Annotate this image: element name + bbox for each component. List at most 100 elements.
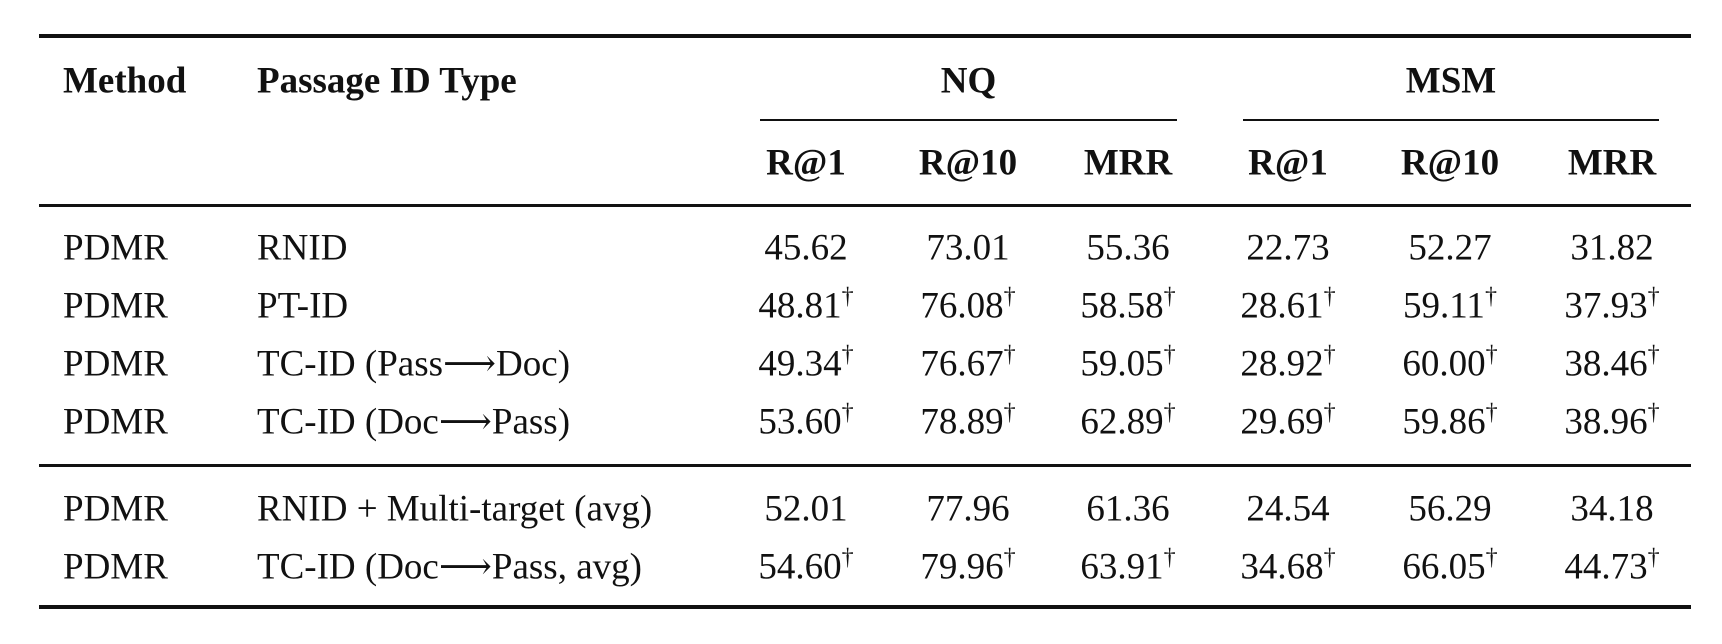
- value-cell: 34.18: [1570, 491, 1653, 528]
- significance-mark: †: [1647, 341, 1660, 368]
- value: 63.91: [1080, 546, 1164, 588]
- value: 62.89: [1080, 401, 1164, 443]
- value: 52.01: [764, 488, 848, 530]
- significance-mark: †: [1163, 544, 1176, 571]
- value: 37.93: [1564, 285, 1648, 327]
- group-header: NQ: [940, 60, 997, 102]
- method-cell: PDMR: [63, 285, 168, 327]
- value: 38.96: [1564, 401, 1648, 443]
- value: 55.36: [1086, 227, 1170, 269]
- metric-header: MRR: [1083, 142, 1173, 184]
- metric-header: R@1: [1248, 142, 1328, 184]
- significance-mark: †: [1163, 283, 1176, 310]
- value: 49.34: [758, 343, 842, 385]
- id-type-cell: RNID: [257, 227, 348, 269]
- significance-mark: †: [1485, 544, 1498, 571]
- value: 22.73: [1246, 227, 1330, 269]
- value-cell: 55.36: [1086, 230, 1169, 267]
- value-cell: 44.73†: [1564, 546, 1659, 588]
- value: 78.89: [920, 401, 1004, 443]
- rule: [39, 463, 1691, 467]
- value-cell: 79.96†: [920, 546, 1015, 586]
- value: 28.61: [1240, 285, 1324, 327]
- value-cell: 66.05†: [1402, 546, 1497, 588]
- value-cell: 76.67†: [920, 343, 1015, 385]
- value: 29.69: [1240, 401, 1324, 443]
- method-cell: PDMR: [63, 401, 168, 443]
- method-cell: PDMR: [63, 343, 168, 385]
- value: 48.81: [758, 285, 842, 327]
- significance-mark: †: [1485, 341, 1498, 368]
- value: 61.36: [1086, 488, 1170, 530]
- value-cell: 24.54: [1246, 491, 1329, 528]
- value-cell: 34.68†: [1240, 546, 1335, 588]
- value: 76.67: [920, 343, 1004, 385]
- value-cell: 77.96: [926, 491, 1009, 528]
- value-cell: 56.29: [1408, 491, 1491, 528]
- value: 59.05: [1080, 343, 1164, 385]
- metric-header: R@10: [918, 142, 1018, 184]
- value-cell: 52.01: [764, 491, 847, 528]
- significance-mark: †: [1323, 341, 1336, 368]
- group-header: MSM: [1405, 60, 1497, 102]
- value: 66.05: [1402, 546, 1486, 588]
- significance-mark: †: [1003, 544, 1016, 571]
- value: 34.18: [1570, 488, 1654, 530]
- significance-mark: †: [1647, 283, 1660, 310]
- significance-mark: †: [1003, 283, 1016, 310]
- significance-mark: †: [841, 341, 854, 368]
- value: 34.68: [1240, 546, 1324, 588]
- significance-mark: †: [1647, 544, 1660, 571]
- value: 77.96: [926, 488, 1010, 530]
- value-cell: 37.93†: [1564, 285, 1659, 327]
- value-cell: 73.01: [926, 230, 1009, 267]
- header-method: Method: [63, 60, 187, 102]
- value-cell: 22.73: [1246, 230, 1329, 267]
- value-cell: 59.86†: [1402, 401, 1497, 443]
- significance-mark: †: [1163, 341, 1176, 368]
- significance-mark: †: [1003, 399, 1016, 426]
- value: 59.86: [1402, 401, 1486, 443]
- value-cell: 60.00†: [1402, 343, 1497, 385]
- value-cell: 54.60†: [758, 546, 853, 586]
- value: 60.00: [1402, 343, 1486, 385]
- value-cell: 38.46†: [1564, 343, 1659, 385]
- value: 44.73: [1564, 546, 1648, 588]
- method-cell: PDMR: [63, 227, 168, 269]
- header-id-type: Passage ID Type: [257, 60, 517, 102]
- value-cell: 59.05†: [1080, 343, 1175, 385]
- value-cell: 48.81†: [758, 285, 853, 327]
- metric-header: MRR: [1567, 142, 1657, 184]
- value-cell: 49.34†: [758, 343, 853, 385]
- value: 45.62: [764, 227, 848, 269]
- value: 58.58: [1080, 285, 1164, 327]
- value: 31.82: [1570, 227, 1654, 269]
- significance-mark: †: [1163, 399, 1176, 426]
- significance-mark: †: [841, 399, 854, 426]
- significance-mark: †: [1485, 399, 1498, 426]
- value-cell: 78.89†: [920, 401, 1015, 443]
- value: 59.11: [1403, 285, 1485, 327]
- value-cell: 76.08†: [920, 285, 1015, 327]
- id-type-cell: TC-ID (Doc⟶Pass, avg): [257, 546, 642, 588]
- id-type-cell: RNID + Multi-target (avg): [257, 488, 653, 530]
- significance-mark: †: [1323, 544, 1336, 571]
- value: 56.29: [1408, 488, 1492, 530]
- significance-mark: †: [1323, 283, 1336, 310]
- significance-mark: †: [841, 544, 854, 571]
- significance-mark: †: [1323, 399, 1336, 426]
- id-type-cell: TC-ID (Doc⟶Pass): [257, 401, 571, 443]
- value-cell: 53.60†: [758, 401, 853, 443]
- metric-header: R@1: [766, 142, 846, 184]
- rule: [760, 119, 1177, 121]
- value-cell: 29.69†: [1240, 401, 1335, 443]
- value: 76.08: [920, 285, 1004, 327]
- rule: [39, 605, 1691, 609]
- value: 52.27: [1408, 227, 1492, 269]
- value: 38.46: [1564, 343, 1648, 385]
- significance-mark: †: [1484, 283, 1497, 310]
- value: 53.60: [758, 401, 842, 443]
- value-cell: 28.61†: [1240, 285, 1335, 327]
- value-cell: 58.58†: [1080, 285, 1175, 327]
- significance-mark: †: [841, 283, 854, 310]
